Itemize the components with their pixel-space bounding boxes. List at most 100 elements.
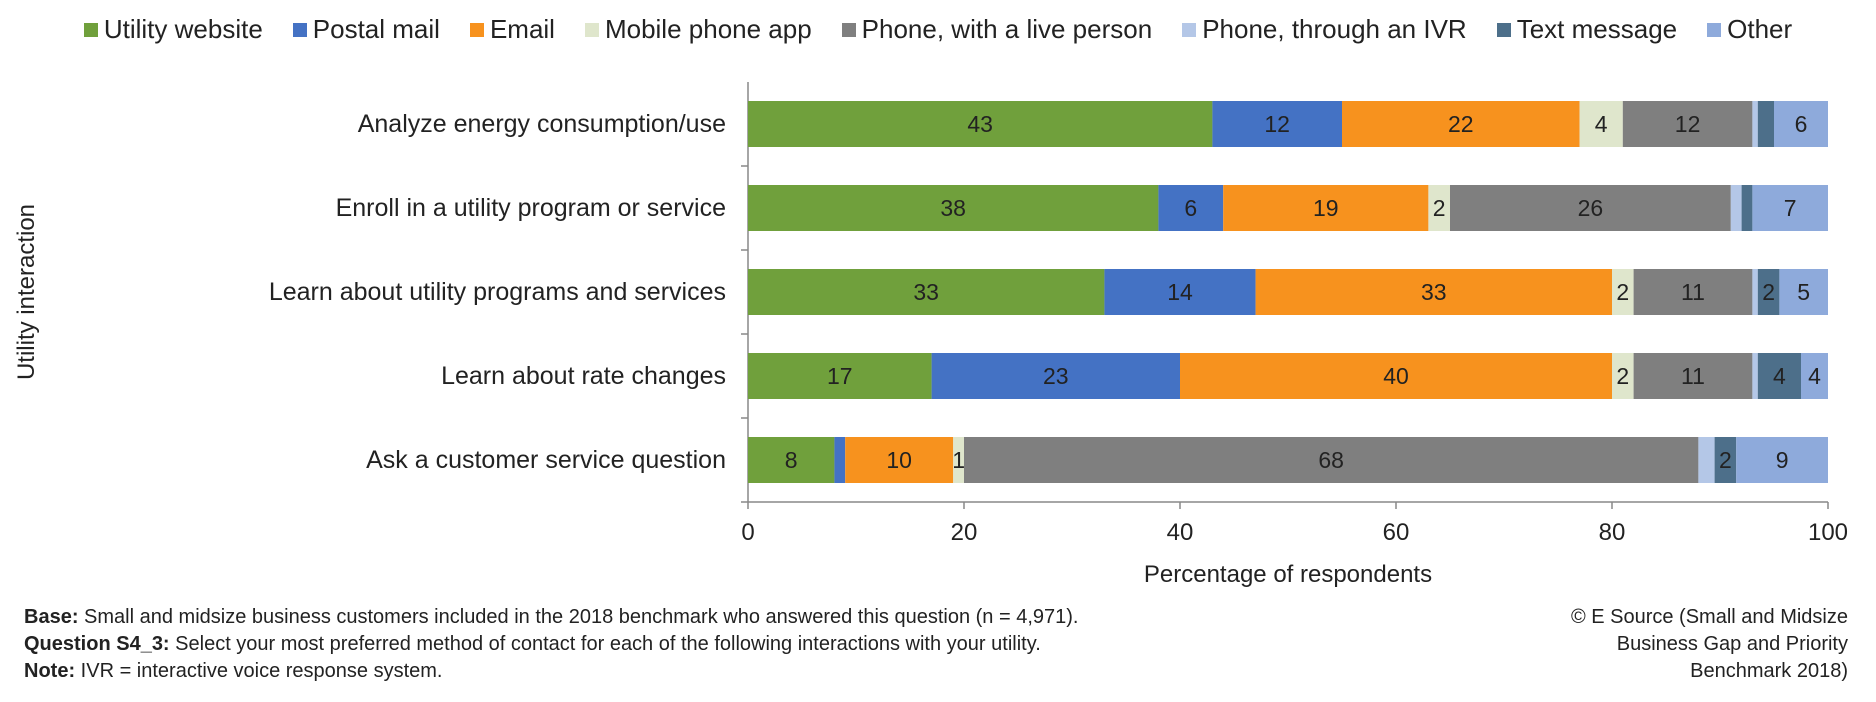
- chart-legend: Utility website Postal mail Email Mobile ph…: [0, 14, 1876, 45]
- category-label: Ask a customer service question: [366, 446, 726, 474]
- bar-segment: [1612, 353, 1634, 399]
- data-label: 7: [1784, 195, 1797, 221]
- data-label: 10: [886, 447, 912, 473]
- legend-swatch: [1707, 22, 1722, 37]
- legend-label: Mobile phone app: [604, 14, 812, 44]
- bar-segment: [1633, 353, 1753, 399]
- legend-item: Postal mail: [292, 14, 440, 45]
- data-label: 68: [1318, 447, 1344, 473]
- data-label: 17: [827, 363, 853, 389]
- data-label: 38: [940, 195, 966, 221]
- x-tick-label: 0: [741, 519, 754, 546]
- legend-label: Postal mail: [312, 14, 440, 44]
- bar-segment: [1633, 269, 1753, 315]
- bar-segment: [1212, 101, 1342, 147]
- legend-swatch: [584, 22, 599, 37]
- bar-segment: [931, 353, 1180, 399]
- bar-segment: [1180, 353, 1612, 399]
- bar-segment: [953, 437, 964, 483]
- legend-swatch: [83, 22, 98, 37]
- legend-item: Utility website: [83, 14, 263, 45]
- footnote: Base: Small and midsize business custome…: [24, 604, 1078, 685]
- bar-segment: [748, 437, 835, 483]
- footnote-base-label: Base:: [24, 606, 79, 628]
- data-label: 26: [1578, 195, 1604, 221]
- data-label: 2: [1719, 447, 1732, 473]
- legend-item: Mobile phone app: [584, 14, 812, 45]
- bar-segment: [748, 101, 1213, 147]
- data-label: 12: [1264, 111, 1290, 137]
- bar-segment: [1774, 101, 1828, 147]
- legend-item: Phone, with a live person: [841, 14, 1153, 45]
- y-axis-label: Utility interaction: [13, 204, 40, 380]
- bar-segment: [1428, 185, 1450, 231]
- legend-label: Phone, with a live person: [861, 14, 1153, 44]
- data-label: 33: [913, 279, 939, 305]
- bar-segment: [1752, 269, 1758, 315]
- bar-segment: [1752, 101, 1758, 147]
- data-label: 4: [1595, 111, 1608, 137]
- x-tick-label: 80: [1599, 519, 1626, 546]
- data-label: 12: [1675, 111, 1701, 137]
- data-label: 6: [1795, 111, 1808, 137]
- bar-segment: [845, 437, 954, 483]
- bar-segment: [1757, 353, 1801, 399]
- bar-segment: [748, 269, 1105, 315]
- bar-segment: [1104, 269, 1256, 315]
- legend-label: Email: [489, 14, 555, 44]
- legend-swatch: [1496, 22, 1511, 37]
- data-label: 9: [1776, 447, 1789, 473]
- legend-swatch: [1182, 22, 1197, 37]
- category-label: Enroll in a utility program or service: [336, 194, 726, 222]
- bar-segment: [1622, 101, 1753, 147]
- data-label: 19: [1313, 195, 1339, 221]
- data-label: 2: [1762, 279, 1775, 305]
- bar-segment: [1752, 353, 1758, 399]
- footnote-note-text: IVR = interactive voice response system.: [75, 660, 443, 682]
- legend-label: Other: [1727, 14, 1793, 44]
- bar-segment: [748, 353, 932, 399]
- data-label: 4: [1773, 363, 1786, 389]
- data-label: 5: [1797, 279, 1810, 305]
- data-label: 40: [1383, 363, 1409, 389]
- footnote-note: Note: IVR = interactive voice response s…: [24, 658, 1078, 685]
- bar-segment: [1255, 269, 1612, 315]
- data-label: 33: [1421, 279, 1447, 305]
- data-label: 1: [952, 447, 965, 473]
- stacked-bar-chart: 0 20 40 60 80 100 Percentage of respondents Uti…: [13, 82, 1848, 588]
- bar-segment: [834, 437, 846, 483]
- data-label: 11: [1681, 279, 1705, 305]
- data-label: 2: [1616, 279, 1629, 305]
- bar-segment: [1450, 185, 1731, 231]
- bar-segment: [1757, 269, 1780, 315]
- data-label: 11: [1681, 363, 1705, 389]
- data-label: 2: [1433, 195, 1446, 221]
- source-credit: © E Source (Small and Midsize Business G…: [1570, 606, 1848, 682]
- x-tick-label: 40: [1167, 519, 1194, 546]
- legend-swatch: [469, 22, 484, 37]
- bar-segment: [1736, 437, 1828, 483]
- data-label: 8: [785, 447, 798, 473]
- legend-item: Text message: [1496, 14, 1678, 45]
- legend-label: Text message: [1516, 14, 1678, 44]
- bar-segment: [1698, 437, 1715, 483]
- x-tick-label: 20: [951, 519, 978, 546]
- legend-item: Email: [469, 14, 555, 45]
- bar-segment: [1801, 353, 1828, 399]
- bar-segment: [1579, 101, 1623, 147]
- data-label: 6: [1184, 195, 1197, 221]
- data-label: 43: [967, 111, 993, 137]
- data-label: 4: [1808, 363, 1821, 389]
- bar-segment: [1714, 437, 1737, 483]
- bar-segment: [1757, 101, 1774, 147]
- footnote-base-text: Small and midsize business customers inc…: [78, 606, 1079, 628]
- x-axis-label: Percentage of respondents: [1144, 561, 1432, 588]
- category-label: Learn about utility programs and service…: [269, 278, 726, 306]
- legend-label: Utility website: [103, 14, 263, 44]
- category-label: Learn about rate changes: [441, 362, 726, 390]
- bar-segment: [1158, 185, 1224, 231]
- bar-segment: [1741, 185, 1753, 231]
- footnote-base: Base: Small and midsize business custome…: [24, 604, 1078, 631]
- bar-segment: [1730, 185, 1742, 231]
- bar-segment: [964, 437, 1699, 483]
